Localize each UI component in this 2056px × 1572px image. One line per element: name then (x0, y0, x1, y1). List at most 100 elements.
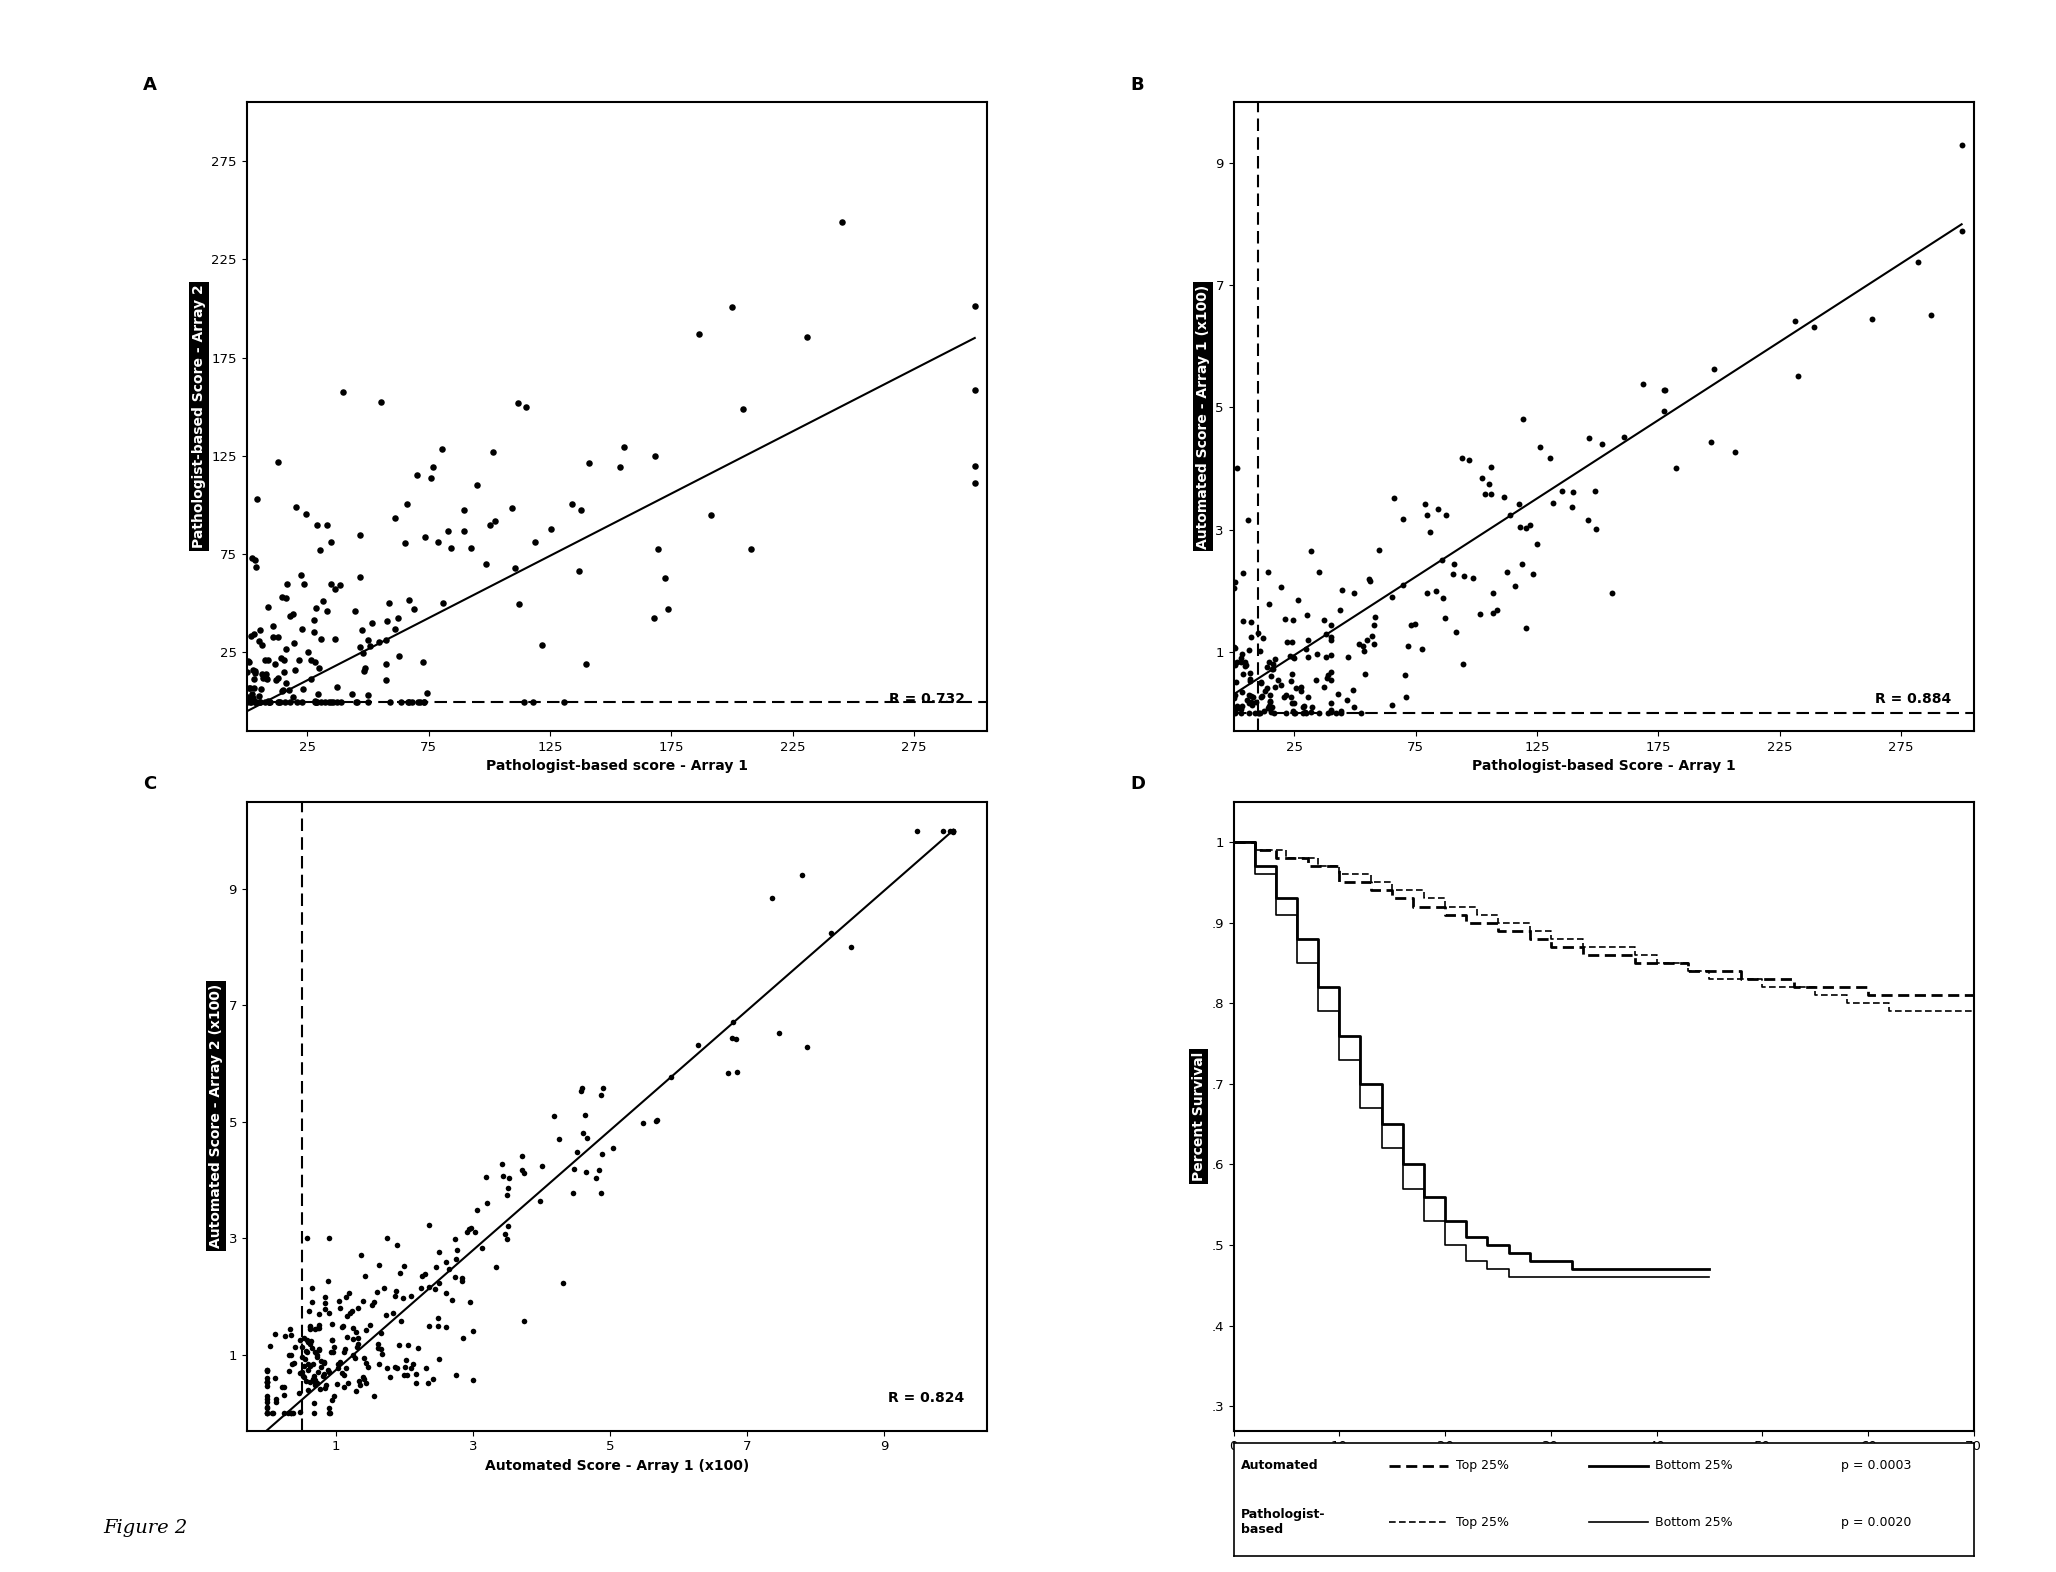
Text: B: B (1131, 75, 1143, 94)
Point (273, 1317, 306, 1342)
Point (1234, 624, 1266, 649)
Point (290, 501, 323, 527)
Point (284, 1401, 317, 1426)
Point (393, 588, 426, 613)
Point (720, 1027, 752, 1052)
Point (1234, 668, 1266, 693)
Point (506, 1143, 539, 1168)
Text: A: A (144, 75, 156, 94)
Point (1480, 597, 1513, 623)
Point (241, 555, 273, 580)
Point (317, 1335, 350, 1360)
Point (308, 1376, 341, 1401)
Point (681, 1033, 713, 1058)
Point (321, 1355, 354, 1380)
Point (440, 1247, 473, 1272)
Point (350, 1264, 382, 1289)
Point (1447, 564, 1480, 590)
Point (557, 1157, 590, 1182)
Point (1314, 627, 1347, 652)
Point (1505, 552, 1538, 577)
Point (374, 689, 407, 714)
Point (290, 1328, 323, 1353)
Point (251, 667, 284, 692)
Point (360, 1280, 393, 1305)
Point (329, 1339, 362, 1364)
Point (335, 682, 368, 707)
Point (286, 1360, 319, 1385)
Point (294, 667, 327, 692)
Point (288, 1353, 321, 1379)
Point (276, 1352, 308, 1377)
Point (372, 1364, 405, 1390)
Point (1310, 665, 1343, 690)
Point (1324, 597, 1357, 623)
Point (350, 1317, 382, 1342)
Point (440, 1226, 473, 1251)
Point (1242, 621, 1275, 646)
Point (380, 1278, 413, 1303)
Point (313, 1226, 345, 1251)
Point (302, 1338, 335, 1363)
Point (292, 1377, 325, 1402)
Point (1320, 700, 1353, 725)
Point (1521, 531, 1554, 556)
Point (276, 1342, 308, 1368)
Point (298, 1369, 331, 1394)
Point (1507, 406, 1540, 431)
Point (298, 1339, 331, 1364)
Point (454, 1289, 487, 1314)
Point (1474, 481, 1507, 506)
Point (510, 395, 543, 420)
Point (1229, 652, 1262, 678)
Point (446, 1269, 479, 1294)
Point (1392, 634, 1425, 659)
Point (327, 379, 360, 404)
Point (1254, 690, 1287, 715)
Point (286, 616, 319, 641)
Point (452, 1217, 485, 1242)
Point (308, 1284, 341, 1309)
Point (1314, 696, 1347, 722)
Point (925, 819, 958, 844)
Point (370, 1355, 403, 1380)
Point (1258, 646, 1291, 671)
Point (683, 321, 715, 346)
Point (448, 497, 481, 522)
Point (1219, 695, 1252, 720)
Point (1275, 684, 1308, 709)
Point (269, 689, 302, 714)
Point (370, 1226, 403, 1251)
Point (1271, 700, 1304, 725)
Point (1225, 696, 1258, 722)
Point (1336, 678, 1369, 703)
Point (243, 616, 276, 641)
Point (308, 1350, 341, 1376)
X-axis label: Months: Months (1575, 1459, 1632, 1473)
Point (430, 1281, 463, 1306)
Point (308, 1291, 341, 1316)
Point (238, 659, 271, 684)
Point (1338, 695, 1371, 720)
Point (1246, 626, 1279, 651)
Point (1225, 641, 1258, 667)
Point (446, 1265, 479, 1291)
Point (574, 450, 607, 475)
Point (401, 689, 434, 714)
Point (300, 596, 333, 621)
Point (1234, 700, 1266, 725)
Point (637, 605, 670, 630)
Point (584, 1181, 617, 1206)
Point (648, 566, 681, 591)
Point (561, 1140, 594, 1165)
Y-axis label: Pathologist-based Score - Array 2: Pathologist-based Score - Array 2 (191, 285, 206, 549)
Point (370, 651, 403, 676)
Point (347, 1366, 380, 1391)
Point (345, 1364, 378, 1390)
Point (508, 1160, 541, 1185)
Point (341, 1325, 374, 1350)
Point (935, 819, 968, 844)
Point (1945, 132, 1978, 157)
Point (234, 689, 267, 714)
Point (347, 641, 380, 667)
